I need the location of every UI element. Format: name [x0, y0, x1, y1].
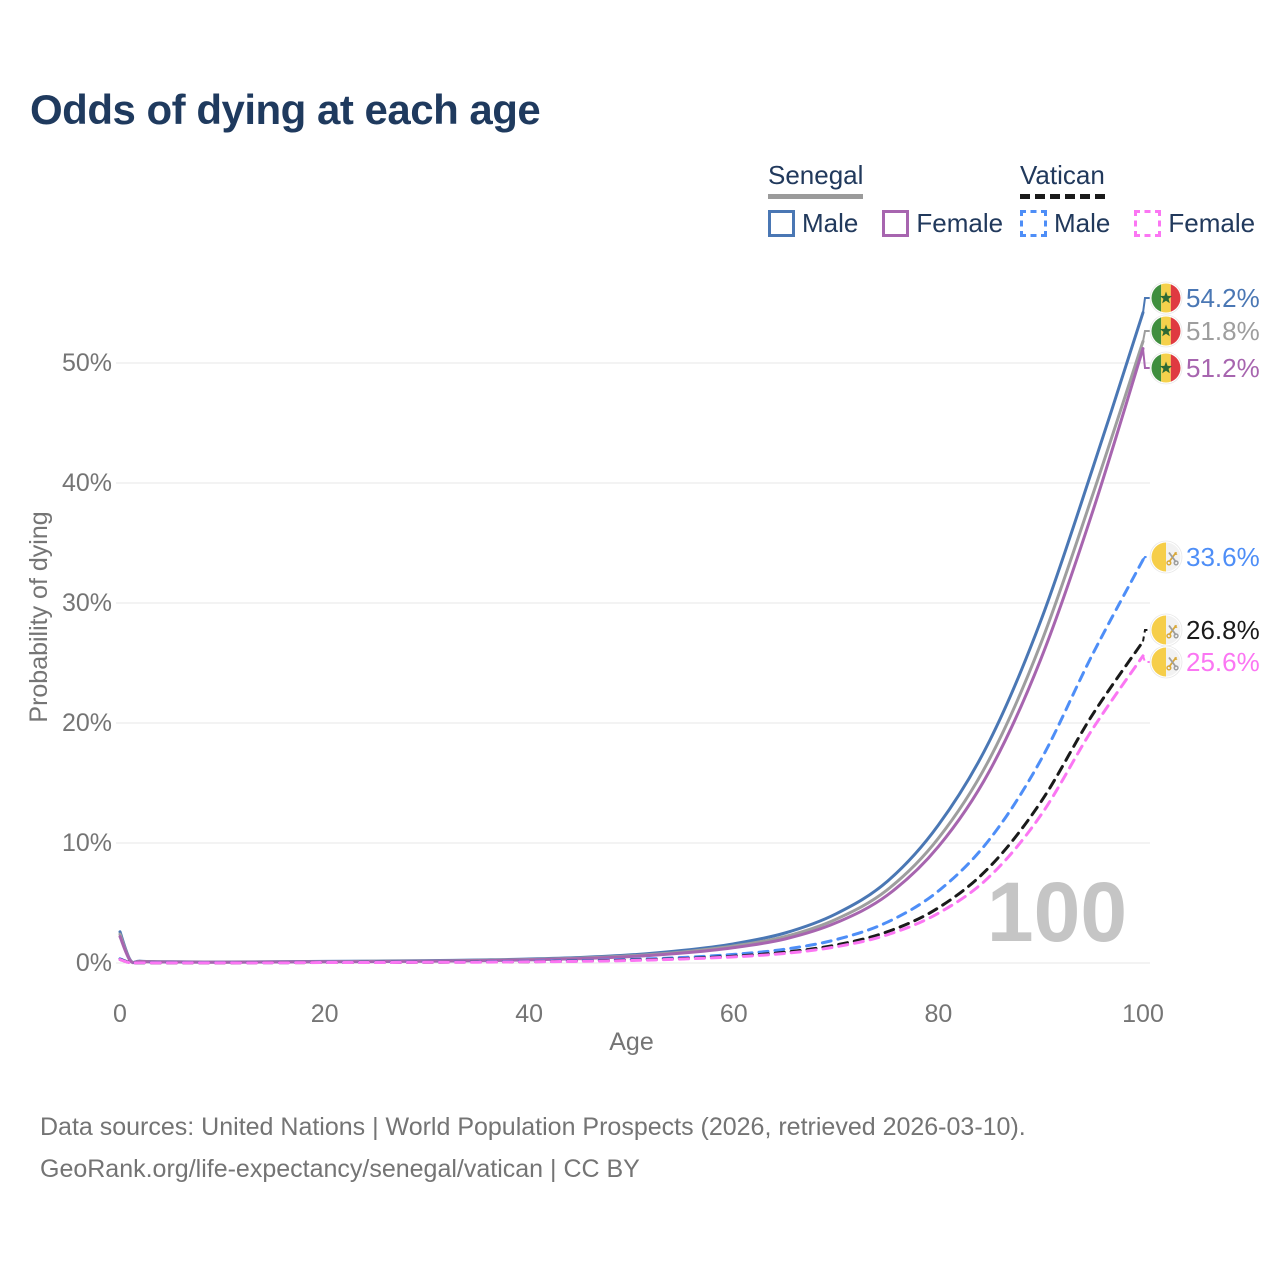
x-tick-label: 80	[924, 1000, 952, 1028]
end-label-vatican-female: 25.6%	[1186, 647, 1260, 677]
legend-item-senegal-male[interactable]: Male	[768, 208, 858, 239]
legend-country-vatican[interactable]: Vatican	[1020, 160, 1105, 199]
end-connector-vatican-female	[1142, 655, 1150, 663]
vatican-female-swatch-icon	[1134, 210, 1162, 237]
legend-label: Male	[802, 208, 859, 238]
footer-sources: Data sources: United Nations | World Pop…	[40, 1113, 1026, 1141]
axis-labels: 0% 10% 20% 30% 40% 50% 0 20 40 60 80 100 Age Probabil…	[25, 349, 1164, 1056]
vatican-flag-icon	[1150, 614, 1182, 646]
end-labels: 54.2%51.8% 51.2% 33.6% 26.8%25.6%	[1142, 282, 1260, 678]
x-axis-title: Age	[609, 1028, 653, 1056]
legend-country-senegal[interactable]: Senegal	[768, 160, 864, 199]
y-tick-label: 40%	[62, 469, 112, 497]
vatican-flag-icon	[1150, 646, 1182, 678]
page-title: Odds of dying at each age	[30, 86, 541, 133]
legend-label: Female	[916, 208, 1004, 238]
legend-group-vatican: Vatican Male Female	[1020, 160, 1255, 239]
legend-label: Female	[1168, 208, 1256, 238]
x-tick-label: 0	[113, 1000, 127, 1028]
x-tick-label: 20	[311, 1000, 339, 1028]
senegal-male-swatch-icon	[768, 210, 795, 237]
senegal-flag-icon	[1150, 315, 1182, 347]
series-lines	[118, 311, 1145, 965]
vatican-male-swatch-icon	[1020, 210, 1047, 237]
legend-items-vatican: Male Female	[1020, 208, 1255, 239]
senegal-flag-icon	[1150, 282, 1182, 314]
senegal-female-swatch-icon	[882, 210, 910, 237]
end-connector-senegal-male	[1142, 297, 1150, 313]
footer-attribution: GeoRank.org/life-expectancy/senegal/vati…	[40, 1155, 640, 1183]
x-tick-label: 100	[1122, 1000, 1164, 1028]
legend-label: Male	[1054, 208, 1111, 238]
end-label-vatican-male: 33.6%	[1186, 542, 1260, 572]
curve-vatican-female[interactable]	[118, 654, 1145, 965]
age-watermark: 100	[987, 865, 1127, 959]
vatican-flag-icon	[1150, 541, 1182, 573]
end-label-senegal-female: 51.2%	[1186, 353, 1260, 383]
legend-item-vatican-male[interactable]: Male	[1020, 208, 1110, 239]
end-label-senegal-both-sexes: 51.8%	[1186, 316, 1260, 346]
y-tick-label: 50%	[62, 349, 112, 377]
age-counter-watermark: 100	[987, 865, 1127, 959]
x-tick-label: 40	[515, 1000, 543, 1028]
end-label-vatican-both-sexes: 26.8%	[1186, 615, 1260, 645]
legend-item-vatican-female[interactable]: Female	[1134, 208, 1255, 239]
end-connector-vatican-both-sexes	[1142, 629, 1150, 642]
y-tick-label: 30%	[62, 589, 112, 617]
legend-item-senegal-female[interactable]: Female	[882, 208, 1003, 239]
legend-items-senegal: Male Female	[768, 208, 1003, 239]
legend-group-senegal: Senegal Male Female	[768, 160, 1003, 239]
y-tick-label: 20%	[62, 709, 112, 737]
y-tick-label: 10%	[62, 829, 112, 857]
y-tick-label: 0%	[76, 949, 112, 977]
footer: Data sources: United Nations | World Pop…	[40, 1106, 1026, 1190]
end-connector-senegal-both-sexes	[1142, 330, 1150, 342]
senegal-flag-icon	[1150, 352, 1182, 384]
end-label-senegal-male: 54.2%	[1186, 283, 1260, 313]
y-axis-title: Probability of dying	[25, 511, 53, 722]
end-connector-senegal-female	[1142, 348, 1150, 369]
x-tick-label: 60	[720, 1000, 748, 1028]
end-connector-vatican-male	[1142, 556, 1150, 561]
